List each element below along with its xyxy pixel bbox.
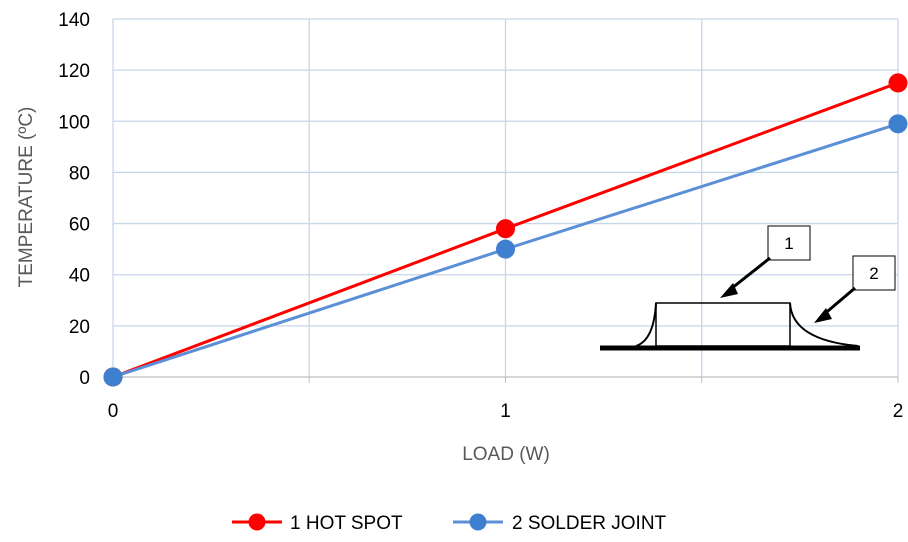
- series-1: [103, 114, 908, 387]
- y-tick-label: 20: [69, 317, 90, 338]
- y-axis-title: TEMPERATURE (ºC): [16, 107, 37, 288]
- legend-swatch-marker: [248, 513, 266, 531]
- y-tick-label: 140: [58, 10, 90, 31]
- data-point: [103, 367, 123, 387]
- y-tick-label: 40: [69, 266, 90, 287]
- y-tick-label: 120: [58, 61, 90, 82]
- y-tick-label: 0: [79, 368, 90, 389]
- series-layer: [103, 73, 908, 387]
- x-tick-label: 2: [893, 401, 904, 422]
- data-point: [888, 73, 908, 93]
- x-tick-label: 1: [500, 401, 511, 422]
- callout-label-1: 1: [784, 234, 793, 253]
- callout-arrowhead-1: [720, 283, 738, 298]
- component-body: [655, 302, 791, 347]
- data-point: [496, 219, 515, 239]
- legend-swatch-marker: [469, 513, 487, 531]
- right-solder-fillet: [789, 302, 859, 347]
- callout-arrowhead-2: [814, 308, 832, 323]
- y-tick-label: 60: [69, 215, 90, 236]
- y-tick-label: 100: [58, 112, 90, 133]
- x-axis-ticks: 0 1 2: [108, 401, 904, 422]
- callout-box-1: [767, 225, 811, 261]
- left-solder-fillet: [635, 302, 657, 347]
- callout-box-2: [852, 255, 896, 291]
- y-axis-ticks: 0 20 40 60 80 100 120 140: [58, 10, 90, 389]
- legend: 1 HOT SPOT 2 SOLDER JOINT: [232, 513, 667, 534]
- legend-label-hot-spot: 1 HOT SPOT: [290, 513, 403, 534]
- data-point: [496, 239, 515, 259]
- legend-item-solder-joint: 2 SOLDER JOINT: [453, 513, 667, 534]
- data-point: [888, 114, 908, 134]
- y-tick-label: 80: [69, 163, 90, 184]
- x-tick-label: 0: [108, 401, 119, 422]
- callout-label-2: 2: [869, 264, 878, 283]
- component-diagram: 1 2: [600, 225, 896, 351]
- x-axis-title: LOAD (W): [462, 444, 550, 465]
- gridlines: [112, 18, 899, 383]
- legend-label-solder-joint: 2 SOLDER JOINT: [512, 513, 667, 534]
- legend-item-hot-spot: 1 HOT SPOT: [232, 513, 403, 534]
